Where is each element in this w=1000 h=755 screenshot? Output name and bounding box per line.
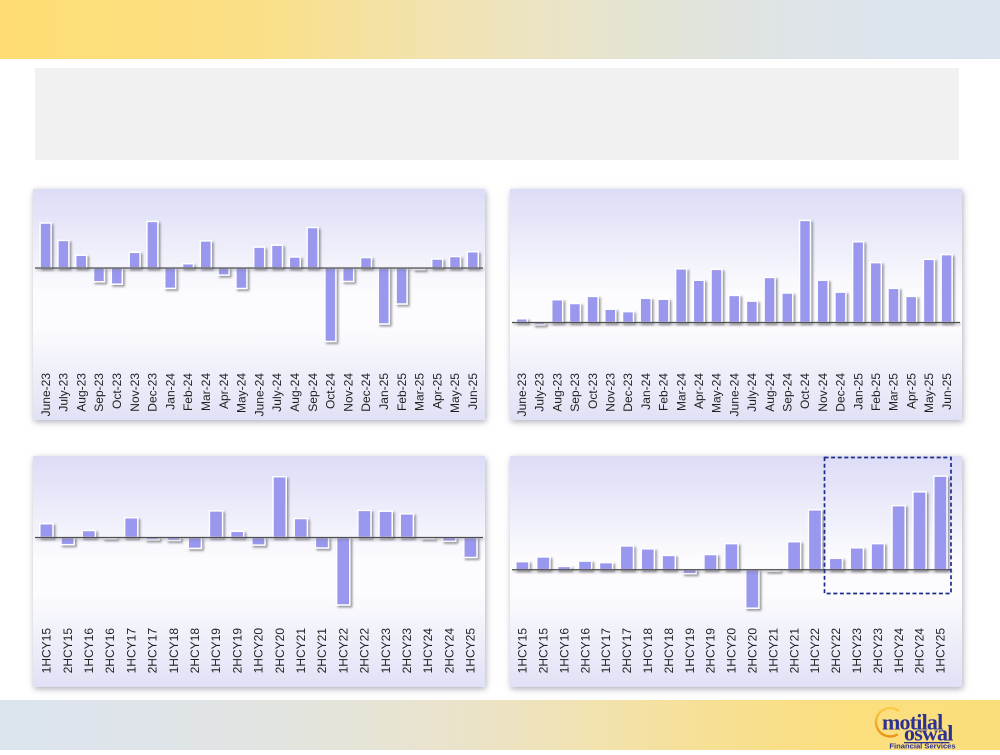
svg-text:1HCY17: 1HCY17	[124, 628, 138, 674]
svg-text:Dec-24: Dec-24	[834, 373, 848, 412]
svg-text:2HCY15: 2HCY15	[61, 628, 75, 674]
svg-text:Nov-24: Nov-24	[816, 373, 830, 412]
svg-text:2HCY21: 2HCY21	[315, 628, 329, 674]
svg-text:Mar-25: Mar-25	[887, 373, 901, 411]
svg-text:1HCY15: 1HCY15	[516, 628, 530, 674]
svg-text:June-24: June-24	[252, 373, 266, 417]
svg-text:Feb-24: Feb-24	[181, 373, 195, 411]
svg-text:2HCY17: 2HCY17	[146, 628, 160, 674]
svg-text:Oct-24: Oct-24	[798, 373, 812, 409]
svg-text:Jan-25: Jan-25	[851, 373, 865, 410]
svg-text:Financial Services: Financial Services	[889, 742, 955, 751]
svg-text:Dec-23: Dec-23	[146, 373, 160, 412]
svg-text:Oct-24: Oct-24	[324, 373, 338, 409]
svg-text:1HCY19: 1HCY19	[209, 628, 223, 674]
svg-text:Nov-23: Nov-23	[128, 373, 142, 412]
svg-text:1HCY21: 1HCY21	[294, 628, 308, 674]
svg-text:1HCY17: 1HCY17	[599, 628, 613, 674]
svg-text:motilal: motilal	[882, 710, 943, 735]
svg-text:2HCY18: 2HCY18	[188, 628, 202, 674]
svg-text:Oct-23: Oct-23	[110, 373, 124, 409]
svg-text:Sep-24: Sep-24	[781, 373, 795, 412]
svg-text:Dec-23: Dec-23	[621, 373, 635, 412]
svg-text:2HCY24: 2HCY24	[442, 628, 456, 674]
svg-text:June-23: June-23	[39, 373, 53, 417]
svg-text:Nov-23: Nov-23	[604, 373, 618, 412]
svg-text:2HCY23: 2HCY23	[871, 628, 885, 674]
svg-text:oswal: oswal	[904, 721, 953, 746]
svg-text:1HCY20: 1HCY20	[725, 628, 739, 674]
svg-text:2HCY16: 2HCY16	[103, 628, 117, 674]
svg-text:Feb-24: Feb-24	[657, 373, 671, 411]
svg-text:June-24: June-24	[727, 373, 741, 417]
svg-text:2HCY19: 2HCY19	[704, 628, 718, 674]
svg-text:1HCY19: 1HCY19	[683, 628, 697, 674]
svg-text:Dec-24: Dec-24	[359, 373, 373, 412]
svg-text:Apr-25: Apr-25	[904, 373, 918, 409]
svg-text:Sep-24: Sep-24	[306, 373, 320, 412]
svg-text:2HCY20: 2HCY20	[746, 628, 760, 674]
svg-text:Feb-25: Feb-25	[869, 373, 883, 411]
svg-text:Mar-25: Mar-25	[413, 373, 427, 411]
svg-text:May-24: May-24	[710, 373, 724, 413]
svg-text:1HCY25: 1HCY25	[464, 628, 478, 674]
svg-text:Jun-25: Jun-25	[940, 373, 954, 410]
svg-text:1HCY18: 1HCY18	[167, 628, 181, 674]
svg-text:Aug-23: Aug-23	[74, 373, 88, 412]
svg-text:Sep-23: Sep-23	[92, 373, 106, 412]
svg-text:July-23: July-23	[533, 373, 547, 412]
svg-text:1HCY16: 1HCY16	[557, 628, 571, 674]
svg-text:1HCY23: 1HCY23	[379, 628, 393, 674]
svg-text:2HCY17: 2HCY17	[620, 628, 634, 674]
svg-text:2HCY21: 2HCY21	[787, 628, 801, 674]
svg-text:2HCY22: 2HCY22	[358, 628, 372, 674]
svg-text:1HCY22: 1HCY22	[808, 628, 822, 674]
svg-text:1HCY20: 1HCY20	[252, 628, 266, 674]
svg-text:Apr-25: Apr-25	[430, 373, 444, 409]
svg-text:Jan-25: Jan-25	[377, 373, 391, 410]
svg-text:1HCY18: 1HCY18	[641, 628, 655, 674]
svg-text:Nov-24: Nov-24	[341, 373, 355, 412]
svg-text:Jun-25: Jun-25	[466, 373, 480, 410]
svg-text:1HCY24: 1HCY24	[421, 628, 435, 674]
svg-text:May-25: May-25	[448, 373, 462, 413]
svg-text:May-24: May-24	[235, 373, 249, 413]
svg-text:Aug-24: Aug-24	[763, 373, 777, 412]
svg-text:June-23: June-23	[515, 373, 529, 417]
svg-text:Sep-23: Sep-23	[568, 373, 582, 412]
svg-text:Jan-24: Jan-24	[639, 373, 653, 410]
svg-text:July-24: July-24	[745, 373, 759, 412]
svg-text:Mar-24: Mar-24	[199, 373, 213, 411]
svg-text:Apr-24: Apr-24	[692, 373, 706, 409]
svg-text:Aug-23: Aug-23	[550, 373, 564, 412]
svg-text:Apr-24: Apr-24	[217, 373, 231, 409]
svg-text:Aug-24: Aug-24	[288, 373, 302, 412]
svg-text:Jan-24: Jan-24	[163, 373, 177, 410]
svg-text:1HCY22: 1HCY22	[336, 628, 350, 674]
svg-text:1HCY15: 1HCY15	[40, 628, 54, 674]
svg-text:1HCY23: 1HCY23	[850, 628, 864, 674]
svg-text:2HCY24: 2HCY24	[913, 628, 927, 674]
svg-text:July-24: July-24	[270, 373, 284, 412]
svg-text:2HCY19: 2HCY19	[230, 628, 244, 674]
svg-text:1HCY24: 1HCY24	[892, 628, 906, 674]
svg-text:2HCY20: 2HCY20	[273, 628, 287, 674]
svg-text:2HCY18: 2HCY18	[662, 628, 676, 674]
svg-text:2HCY22: 2HCY22	[829, 628, 843, 674]
svg-text:Feb-25: Feb-25	[395, 373, 409, 411]
svg-text:2HCY16: 2HCY16	[578, 628, 592, 674]
svg-text:1HCY25: 1HCY25	[934, 628, 948, 674]
svg-text:July-23: July-23	[57, 373, 71, 412]
svg-text:2HCY15: 2HCY15	[537, 628, 551, 674]
svg-text:1HCY16: 1HCY16	[82, 628, 96, 674]
svg-text:2HCY23: 2HCY23	[400, 628, 414, 674]
svg-text:May-25: May-25	[922, 373, 936, 413]
svg-text:Mar-24: Mar-24	[674, 373, 688, 411]
svg-text:Oct-23: Oct-23	[586, 373, 600, 409]
svg-text:1HCY21: 1HCY21	[766, 628, 780, 674]
